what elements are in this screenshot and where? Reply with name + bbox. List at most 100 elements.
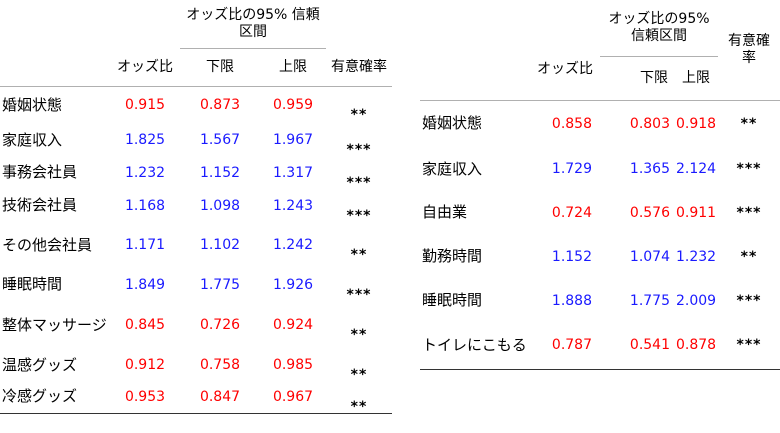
lower-value: 0.576 xyxy=(629,204,670,221)
lower-value: 0.541 xyxy=(600,322,674,370)
upper-value: 0.918 xyxy=(674,99,718,147)
lower-value: 0.726 xyxy=(199,317,241,333)
row-label: 勤務時間 xyxy=(422,247,483,265)
header-sig: 有意確率 xyxy=(728,32,770,66)
table-row: その他会社員 1.171 1.102 1.242 ** xyxy=(0,222,392,268)
header-blank xyxy=(0,0,110,86)
sig-value: *** xyxy=(346,207,372,224)
table-row: 睡眠時間 1.849 1.775 1.926 *** xyxy=(0,268,392,303)
lower-value: 1.098 xyxy=(199,197,241,214)
odds-ratio-table-2: オッズ比 オッズ比の95% 信頼区間 有意確率 下限 上限 婚姻状態 0.858 0… xyxy=(420,0,780,370)
lower-value: 0.803 xyxy=(600,99,674,147)
header-sig: 有意確率 xyxy=(331,58,387,75)
lower-value: 1.775 xyxy=(629,292,670,309)
header-lower: 下限 xyxy=(206,58,234,75)
row-label: 婚姻状態 xyxy=(420,99,530,147)
odds-value: 0.845 xyxy=(124,317,166,333)
table-row: 家庭収入 1.729 1.365 2.124 *** xyxy=(420,147,780,191)
sig-value: ** xyxy=(326,381,392,415)
sig-value: ** xyxy=(350,367,368,383)
row-label: 睡眠時間 xyxy=(422,291,483,309)
lower-value: 1.074 xyxy=(629,248,670,265)
lower-value: 0.873 xyxy=(180,85,260,124)
odds-value: 0.912 xyxy=(124,357,166,373)
upper-value: 0.924 xyxy=(272,317,314,333)
upper-value: 0.911 xyxy=(676,204,717,221)
lower-value: 1.567 xyxy=(199,132,241,148)
header-ci: オッズ比の95% 信頼区間 xyxy=(180,0,326,49)
row-label: 温感グッズ xyxy=(2,355,78,374)
header-ci: オッズ比の95% 信頼区間 xyxy=(600,0,718,57)
sig-value: *** xyxy=(736,204,762,221)
table-row: 睡眠時間 1.888 1.775 2.009 *** xyxy=(420,279,780,322)
sig-value: *** xyxy=(736,161,762,177)
table-row: 事務会社員 1.232 1.152 1.317 *** xyxy=(0,156,392,191)
odds-value: 1.168 xyxy=(124,197,166,214)
header-upper: 上限 xyxy=(682,69,710,86)
row-label: 冷感グッズ xyxy=(0,381,110,414)
lower-value: 0.758 xyxy=(199,357,241,373)
sig-value: ** xyxy=(326,85,392,124)
table-row: 整体マッサージ 0.845 0.726 0.924 ** xyxy=(0,301,392,349)
table-row: 温感グッズ 0.912 0.758 0.985 ** xyxy=(0,349,392,383)
sig-value: ** xyxy=(350,247,368,263)
odds-value: 0.953 xyxy=(110,381,180,414)
header-odds: オッズ比 xyxy=(537,61,593,78)
upper-value: 1.317 xyxy=(272,164,314,181)
table-row: トイレにこもる 0.787 0.541 0.878 *** xyxy=(420,322,780,370)
sig-value: ** xyxy=(740,248,758,265)
sig-value: *** xyxy=(346,174,372,191)
odds-value: 1.849 xyxy=(124,276,166,293)
odds-value: 1.729 xyxy=(551,161,592,177)
upper-value: 0.967 xyxy=(260,381,326,414)
header-lower: 下限 xyxy=(640,69,668,86)
table-row: 家庭収入 1.825 1.567 1.967 *** xyxy=(0,124,392,158)
upper-value: 0.985 xyxy=(272,357,314,373)
upper-value: 1.232 xyxy=(676,248,717,265)
lower-value: 1.775 xyxy=(199,276,241,293)
odds-value: 0.724 xyxy=(551,204,592,221)
sig-value: ** xyxy=(350,327,368,343)
lower-value: 0.847 xyxy=(180,381,260,414)
odds-ratio-table-1: オッズ比 オッズ比の95% 信頼区間 有意確率 下限 上限 婚姻状態 0.915 0… xyxy=(0,0,392,415)
upper-value: 1.242 xyxy=(272,237,314,253)
row-label: 技術会社員 xyxy=(2,196,78,214)
row-label: 家庭収入 xyxy=(422,159,483,178)
upper-value: 0.878 xyxy=(674,322,718,370)
table-row: 自由業 0.724 0.576 0.911 *** xyxy=(420,191,780,234)
row-label: 事務会社員 xyxy=(2,163,78,181)
upper-value: 2.009 xyxy=(676,292,717,309)
odds-value: 1.825 xyxy=(124,132,166,148)
lower-value: 1.152 xyxy=(199,164,241,181)
row-label: 婚姻状態 xyxy=(0,85,110,124)
table-row: 勤務時間 1.152 1.074 1.232 ** xyxy=(420,234,780,279)
odds-value: 0.858 xyxy=(530,99,600,147)
sig-value: ** xyxy=(718,99,780,147)
table-row: 婚姻状態 0.915 0.873 0.959 ** xyxy=(0,85,392,124)
sig-value: *** xyxy=(346,286,372,303)
sig-value: *** xyxy=(346,142,372,158)
sig-value: *** xyxy=(718,322,780,370)
table-row: 冷感グッズ 0.953 0.847 0.967 ** xyxy=(0,381,392,415)
upper-value: 1.967 xyxy=(272,132,314,148)
odds-value: 1.171 xyxy=(124,237,166,253)
upper-value: 1.926 xyxy=(272,276,314,293)
row-label: トイレにこもる xyxy=(420,322,530,370)
row-label: 睡眠時間 xyxy=(2,275,63,293)
header-upper: 上限 xyxy=(279,58,307,75)
row-label: その他会社員 xyxy=(2,235,93,254)
row-label: 整体マッサージ xyxy=(2,315,107,334)
header-odds: オッズ比 xyxy=(117,58,173,75)
table-row: 婚姻状態 0.858 0.803 0.918 ** xyxy=(420,99,780,147)
upper-value: 1.243 xyxy=(272,197,314,214)
odds-value: 0.787 xyxy=(530,322,600,370)
table-row: 技術会社員 1.168 1.098 1.243 *** xyxy=(0,189,392,224)
odds-value: 1.152 xyxy=(551,248,592,265)
lower-value: 1.102 xyxy=(199,237,241,253)
upper-value: 0.959 xyxy=(260,85,326,124)
sig-value: *** xyxy=(736,292,762,309)
row-label: 家庭収入 xyxy=(2,130,63,149)
lower-value: 1.365 xyxy=(629,161,670,177)
upper-value: 2.124 xyxy=(676,161,717,177)
odds-value: 1.888 xyxy=(551,292,592,309)
